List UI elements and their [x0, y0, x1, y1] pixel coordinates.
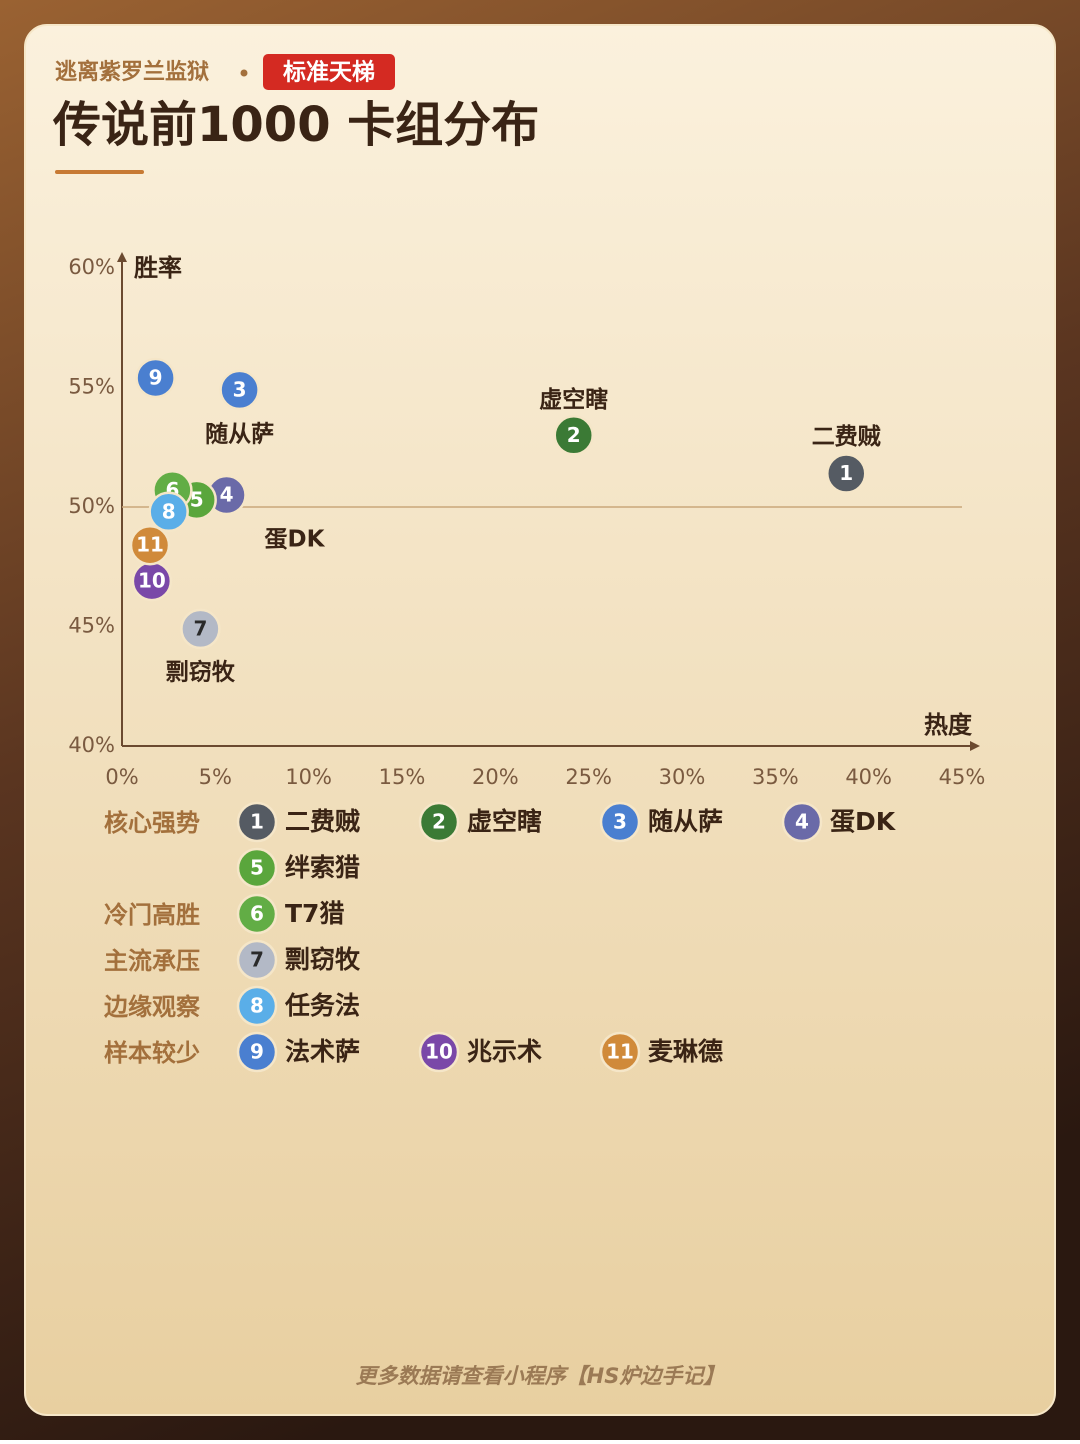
y-axis-label: 胜率 [134, 254, 182, 282]
x-tick-label: 10% [285, 765, 332, 789]
legend-name: 蛋DK [830, 807, 897, 836]
legend-name: 二费贼 [285, 807, 360, 836]
x-tick-label: 45% [939, 765, 986, 789]
legend-name: 虚空瞎 [467, 807, 542, 836]
legend-id: 4 [795, 810, 809, 834]
x-tick-label: 30% [659, 765, 706, 789]
legend-marker [418, 1031, 460, 1073]
x-tick-label: 40% [845, 765, 892, 789]
legend-name: T7猎 [285, 899, 344, 928]
legend-marker [781, 801, 823, 843]
point-label: 虚空瞎 [539, 386, 608, 413]
x-axis-label: 热度 [924, 711, 973, 739]
y-tick-label: 55% [68, 375, 115, 399]
legend-marker [236, 847, 278, 889]
point [180, 608, 221, 650]
legend-id: 10 [425, 1040, 453, 1064]
legend-group: 主流承压 [104, 947, 200, 975]
legend-group: 边缘观察 [104, 993, 201, 1021]
legend-name: 绊索猎 [285, 853, 360, 882]
point [129, 524, 171, 566]
y-tick-label: 50% [68, 494, 115, 518]
legend-id: 7 [250, 948, 264, 972]
point-id: 4 [220, 483, 234, 507]
badge: 标准天梯 [283, 59, 375, 86]
point-label: 剽窃牧 [166, 658, 236, 685]
point-id: 11 [136, 533, 164, 557]
card [24, 24, 1056, 1416]
x-tick-label: 15% [379, 765, 426, 789]
legend-name: 法术萨 [285, 1037, 360, 1066]
point [219, 369, 260, 411]
legend-marker [418, 801, 460, 843]
legend-name: 随从萨 [648, 807, 723, 836]
y-tick-label: 60% [68, 255, 115, 279]
legend-marker [236, 893, 278, 935]
y-arrow [117, 252, 127, 262]
y-tick-label: 45% [68, 614, 115, 638]
legend-id: 1 [250, 810, 264, 834]
point-id: 9 [149, 365, 163, 389]
legend-marker [599, 801, 641, 843]
point-id: 1 [839, 461, 853, 485]
legend-group: 冷门高胜 [104, 901, 200, 929]
legend-id: 3 [613, 810, 627, 834]
title: 传说前1000 卡组分布 [52, 97, 539, 153]
legend-id: 9 [250, 1040, 264, 1064]
title-underline [55, 170, 144, 174]
legend-group: 样本较少 [104, 1039, 200, 1067]
legend-id: 2 [432, 810, 446, 834]
point-label: 随从萨 [205, 420, 274, 447]
point-id: 3 [233, 377, 247, 401]
point [148, 491, 189, 533]
point-id: 10 [138, 569, 166, 593]
legend-marker [236, 939, 278, 981]
legend-marker [236, 801, 278, 843]
x-tick-label: 20% [472, 765, 519, 789]
legend-name: 剽窃牧 [285, 945, 361, 974]
point [553, 415, 594, 456]
legend-id: 11 [606, 1040, 634, 1064]
footer: 更多数据请查看小程序【HS炉边手记】 [356, 1364, 725, 1388]
x-tick-label: 35% [752, 765, 799, 789]
legend-name: 麦琳德 [648, 1037, 723, 1066]
dot [240, 69, 248, 77]
x-tick-label: 25% [565, 765, 612, 789]
x-arrow [970, 741, 980, 751]
x-tick-label: 0% [105, 765, 138, 789]
legend-id: 6 [250, 902, 264, 926]
point-id: 8 [162, 499, 176, 523]
point-label: 二费贼 [812, 424, 881, 450]
legend-name: 任务法 [284, 991, 360, 1020]
legend-id: 5 [250, 856, 264, 880]
legend-name: 兆示术 [467, 1037, 542, 1066]
point-id: 2 [567, 423, 581, 447]
source: 逃离紫罗兰监狱 [55, 59, 209, 85]
point [826, 453, 867, 494]
legend-group: 核心强势 [104, 809, 200, 837]
badge-bg [263, 54, 395, 90]
legend-marker [236, 985, 278, 1027]
legend-marker [236, 1031, 278, 1073]
legend-id: 8 [250, 994, 264, 1018]
legend-marker [599, 1031, 641, 1073]
point-id: 5 [190, 487, 204, 511]
point-label: 蛋DK [265, 527, 326, 553]
x-tick-label: 5% [199, 765, 232, 789]
point-id: 7 [193, 616, 207, 640]
point [135, 357, 176, 399]
y-tick-label: 40% [68, 733, 115, 757]
